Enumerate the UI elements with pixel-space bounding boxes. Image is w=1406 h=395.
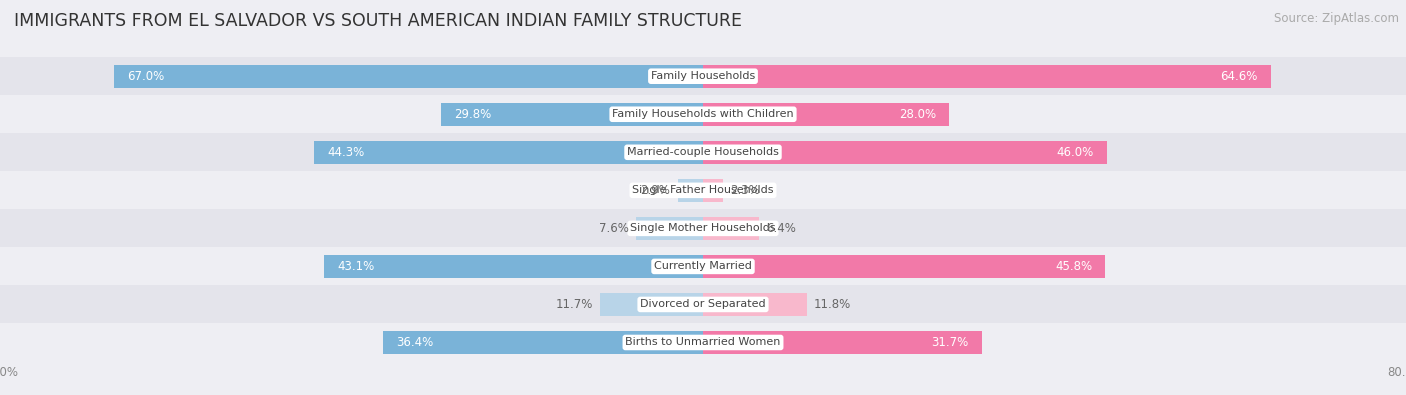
Bar — [703, 331, 981, 354]
Text: 6.4%: 6.4% — [766, 222, 796, 235]
Bar — [0, 95, 1406, 133]
Text: Married-couple Households: Married-couple Households — [627, 147, 779, 157]
Text: 28.0%: 28.0% — [898, 108, 936, 121]
Text: Family Households: Family Households — [651, 71, 755, 81]
Text: 7.6%: 7.6% — [599, 222, 630, 235]
Bar — [325, 255, 703, 278]
Text: 31.7%: 31.7% — [931, 336, 969, 349]
Text: 45.8%: 45.8% — [1054, 260, 1092, 273]
Bar — [703, 179, 723, 202]
Text: 11.7%: 11.7% — [555, 298, 593, 311]
Bar — [314, 141, 703, 164]
Bar — [0, 209, 1406, 247]
Bar — [0, 286, 1406, 324]
Text: 46.0%: 46.0% — [1057, 146, 1094, 159]
Bar — [0, 57, 1406, 95]
Bar — [637, 217, 703, 240]
Text: Divorced or Separated: Divorced or Separated — [640, 299, 766, 309]
Text: 67.0%: 67.0% — [128, 70, 165, 83]
Bar — [703, 217, 759, 240]
Text: 2.3%: 2.3% — [730, 184, 761, 197]
Bar — [0, 247, 1406, 286]
Bar — [0, 171, 1406, 209]
Text: Currently Married: Currently Married — [654, 261, 752, 271]
Text: Single Mother Households: Single Mother Households — [630, 223, 776, 233]
Bar — [0, 324, 1406, 361]
Text: 44.3%: 44.3% — [328, 146, 364, 159]
Text: Family Households with Children: Family Households with Children — [612, 109, 794, 119]
Bar — [703, 293, 807, 316]
Text: Births to Unmarried Women: Births to Unmarried Women — [626, 337, 780, 348]
Bar — [678, 179, 703, 202]
Bar — [703, 255, 1105, 278]
Text: 29.8%: 29.8% — [454, 108, 492, 121]
Text: Single Father Households: Single Father Households — [633, 185, 773, 196]
Text: 43.1%: 43.1% — [337, 260, 374, 273]
Bar — [382, 331, 703, 354]
Bar — [703, 141, 1108, 164]
Text: Source: ZipAtlas.com: Source: ZipAtlas.com — [1274, 12, 1399, 25]
Bar — [703, 103, 949, 126]
Bar — [441, 103, 703, 126]
Text: 64.6%: 64.6% — [1220, 70, 1257, 83]
Text: 36.4%: 36.4% — [396, 336, 433, 349]
Text: IMMIGRANTS FROM EL SALVADOR VS SOUTH AMERICAN INDIAN FAMILY STRUCTURE: IMMIGRANTS FROM EL SALVADOR VS SOUTH AME… — [14, 12, 742, 30]
Bar — [703, 65, 1271, 88]
Bar — [114, 65, 703, 88]
Bar — [0, 133, 1406, 171]
Text: 11.8%: 11.8% — [814, 298, 851, 311]
Text: 2.9%: 2.9% — [641, 184, 671, 197]
Bar — [600, 293, 703, 316]
